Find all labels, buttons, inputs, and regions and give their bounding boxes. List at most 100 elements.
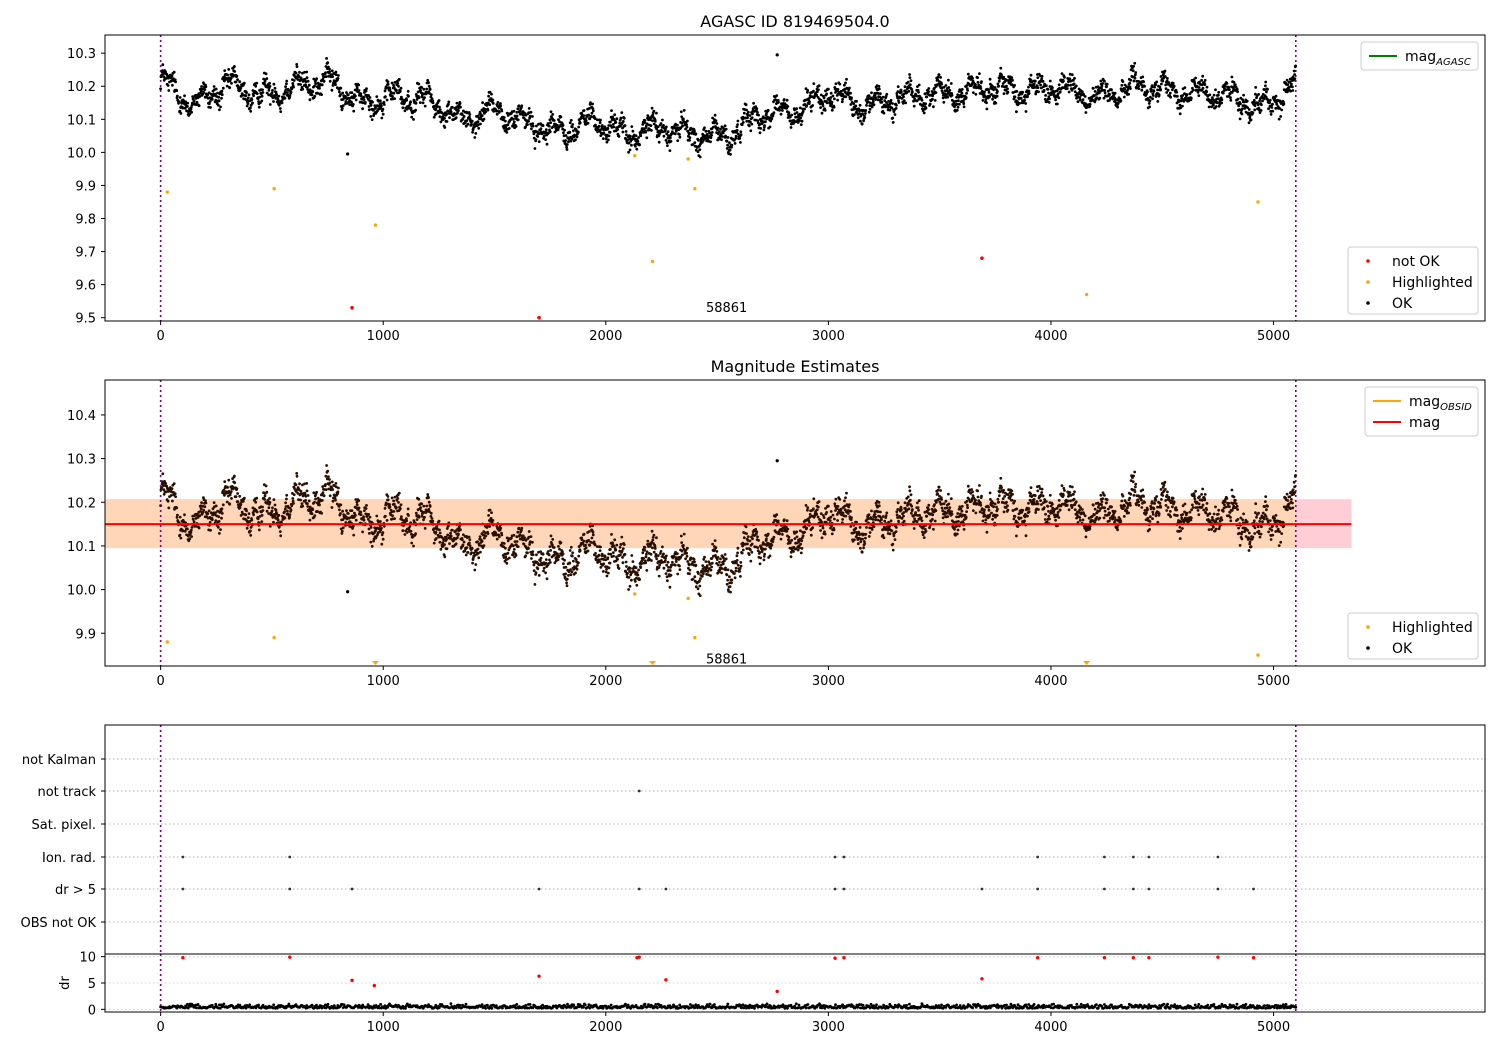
p1-ok-point bbox=[966, 89, 969, 92]
p1-ok-point bbox=[584, 117, 587, 121]
p1-ok-point bbox=[337, 74, 340, 77]
p1-ok-point bbox=[726, 143, 729, 147]
p1-ok-point bbox=[249, 109, 253, 113]
p1-ok-point bbox=[564, 139, 567, 142]
p1-highlighted-point bbox=[373, 223, 378, 227]
p2-ok-point bbox=[397, 501, 400, 504]
p2-ok-point bbox=[738, 569, 742, 573]
p2-ok-point bbox=[449, 534, 453, 538]
p1-ok-point bbox=[496, 101, 500, 104]
p1-ok-point bbox=[324, 71, 327, 75]
p1-ok-point bbox=[1002, 92, 1006, 95]
p1-ok-point bbox=[840, 100, 844, 104]
p2-ok-point bbox=[565, 577, 569, 581]
p1-ok-point bbox=[563, 128, 566, 132]
p1-ok-point bbox=[830, 100, 834, 104]
p2-ok-point bbox=[746, 535, 750, 538]
p1-ok-point bbox=[369, 115, 373, 118]
p1-ok-point bbox=[693, 141, 697, 145]
p2-ok-point bbox=[517, 526, 521, 530]
p1-ok-point bbox=[461, 117, 465, 120]
p1-ok-point bbox=[1132, 64, 1135, 68]
p2-ok-point bbox=[308, 518, 312, 522]
p1-ok-point bbox=[315, 77, 318, 81]
p1-ok-point bbox=[741, 121, 745, 124]
p2-ok-point bbox=[434, 537, 438, 540]
p1-ok-point bbox=[645, 136, 649, 140]
p1-ok-point bbox=[443, 126, 447, 129]
p1-ok-point bbox=[427, 84, 431, 88]
p2-ok-point bbox=[367, 532, 371, 535]
p2-ok-point bbox=[437, 519, 441, 523]
p1-ok-point bbox=[548, 130, 552, 134]
p2-ok-point bbox=[443, 543, 446, 546]
p1-ok-point bbox=[991, 97, 994, 101]
p1-ok-point bbox=[688, 138, 691, 142]
p2-ok-point bbox=[479, 550, 482, 554]
p1-ok-point bbox=[1154, 83, 1158, 87]
p2-ok-point bbox=[249, 533, 253, 537]
p2-ok-point bbox=[637, 568, 640, 572]
p1-ok-point bbox=[1259, 109, 1263, 112]
p2-ok-point bbox=[174, 495, 178, 498]
p1-ok-point bbox=[233, 70, 237, 73]
p2-ok-point bbox=[651, 538, 655, 542]
p2-ok-point bbox=[645, 569, 649, 572]
p1-ok-point bbox=[673, 132, 677, 136]
p1-ok-point bbox=[401, 106, 405, 110]
p1-ok-point bbox=[1134, 71, 1138, 74]
p2-ok-point bbox=[488, 508, 492, 512]
p2-ok-point bbox=[276, 518, 280, 522]
p2-ok-point bbox=[189, 528, 193, 532]
p1-ok-point bbox=[314, 82, 317, 86]
p1-ok-point bbox=[689, 127, 693, 131]
p1-ok-point bbox=[631, 129, 635, 133]
p1-ok-point bbox=[1229, 96, 1232, 100]
p1-highlighted-point bbox=[272, 187, 276, 191]
p1-ok-point bbox=[431, 99, 435, 102]
p1-highlighted-point bbox=[633, 153, 637, 158]
p2-ok-point bbox=[497, 535, 501, 539]
p1-ok-point bbox=[999, 66, 1003, 70]
p1-ok-point bbox=[1088, 102, 1092, 106]
p1-ok-point bbox=[218, 108, 221, 112]
p1-ok-point bbox=[367, 105, 371, 108]
p2-ok-point bbox=[417, 497, 421, 501]
p1-ok-point bbox=[597, 124, 601, 128]
p1-ok-point bbox=[825, 101, 829, 105]
p1-ok-point bbox=[295, 65, 299, 68]
p1-ok-point bbox=[932, 105, 935, 109]
p1-ok-point bbox=[495, 112, 499, 116]
p1-ok-point bbox=[714, 119, 718, 123]
p2-ok-point bbox=[197, 526, 201, 530]
p1-ok-point bbox=[1067, 90, 1071, 94]
p1-ok-point bbox=[481, 101, 484, 105]
p1-ok-point bbox=[924, 106, 928, 110]
p1-ok-point bbox=[396, 82, 400, 85]
p1-ok-point bbox=[634, 134, 638, 138]
p2-ok-point bbox=[534, 571, 538, 575]
p1-highlighted-point bbox=[650, 259, 655, 264]
p2-ok-point bbox=[457, 532, 460, 536]
p1-ok-point bbox=[593, 117, 597, 120]
p1-ok-point bbox=[384, 95, 387, 99]
p1-ok-point bbox=[606, 126, 610, 130]
p1-ok-point bbox=[939, 76, 942, 79]
p2-ok-point bbox=[369, 540, 373, 544]
p2-ok-point bbox=[676, 552, 679, 555]
p2-ok-point bbox=[398, 507, 402, 510]
p2-ok-point bbox=[734, 566, 738, 570]
p2-ok-point bbox=[733, 576, 737, 580]
p2-ok-point bbox=[265, 490, 269, 494]
p1-ok-point bbox=[1260, 103, 1263, 107]
p1-ok-point bbox=[1041, 80, 1045, 83]
p2-ok-point bbox=[651, 546, 654, 550]
p1-ok-point bbox=[799, 116, 802, 120]
p1-ok-point bbox=[611, 123, 615, 126]
p1-ok-point bbox=[686, 119, 689, 123]
p2-ok-point bbox=[178, 533, 182, 537]
p1-ok-point bbox=[849, 91, 852, 95]
p1-ok-point bbox=[757, 113, 760, 117]
p2-ok-point bbox=[612, 554, 615, 558]
p1-ok-point bbox=[381, 107, 385, 111]
